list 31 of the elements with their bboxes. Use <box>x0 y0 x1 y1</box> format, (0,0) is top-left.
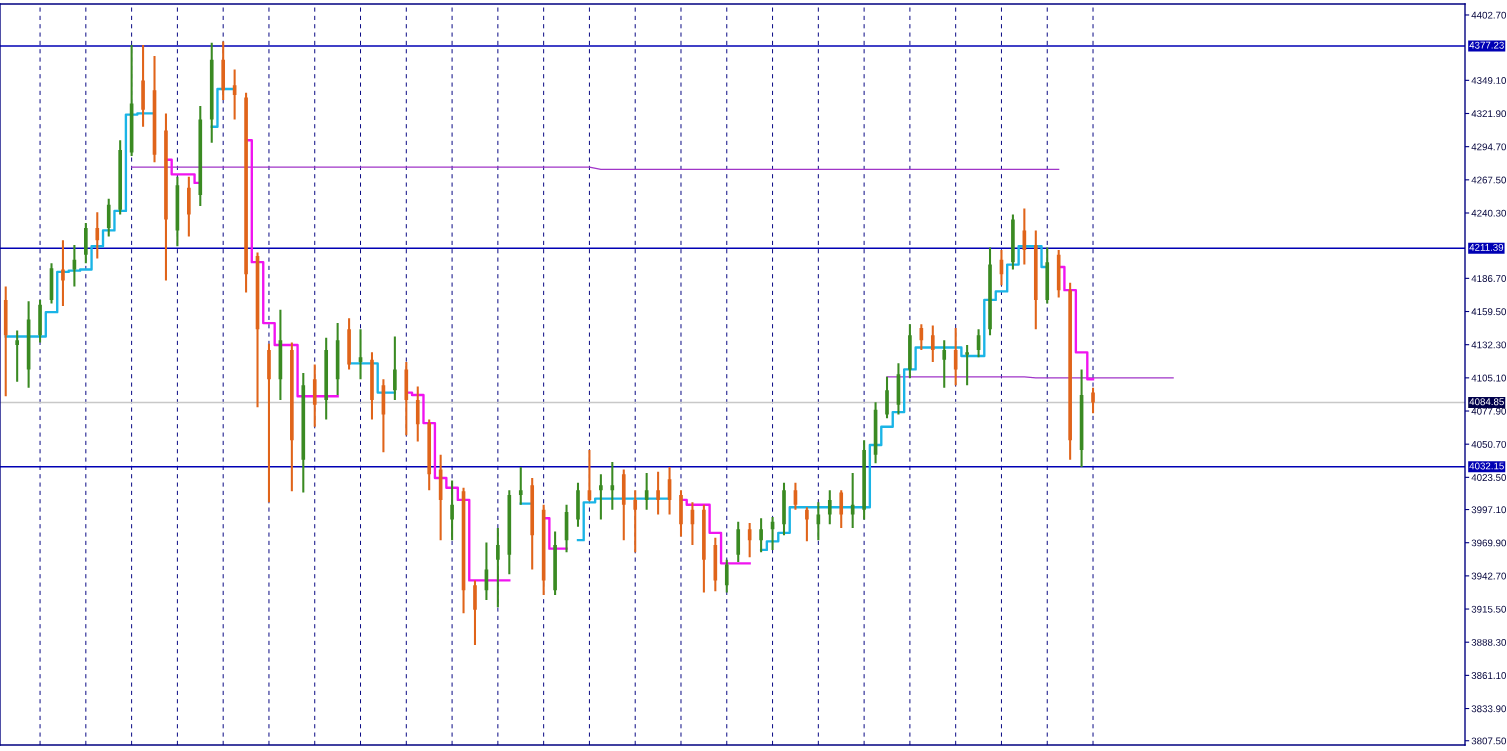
y-tick-label: 4050.70 <box>1471 440 1507 448</box>
y-tick-label: 3942.70 <box>1471 572 1507 580</box>
y-tick-label: 4077.90 <box>1471 407 1507 415</box>
candlestick <box>610 462 615 510</box>
y-tick-label: 4023.50 <box>1471 474 1507 481</box>
y-tick-label: 4159.50 <box>1471 308 1507 316</box>
ref-line-label: 4032.15 <box>1469 462 1504 470</box>
y-tick-label: 4349.10 <box>1471 77 1507 84</box>
y-tick-label: 3888.30 <box>1471 638 1507 646</box>
y-tick-label: 3997.10 <box>1471 506 1507 514</box>
y-tick-label: 4321.90 <box>1471 110 1507 118</box>
y-tick-label: 3969.90 <box>1471 539 1507 547</box>
y-tick-label: 4267.50 <box>1471 176 1507 184</box>
y-tick-label: 4105.10 <box>1471 374 1507 382</box>
ref-line-label: 4084.85 <box>1469 398 1504 406</box>
ref-line-label: 4377.23 <box>1469 41 1504 49</box>
candlestick <box>518 466 523 505</box>
y-tick-label: 4186.70 <box>1471 275 1507 282</box>
ref-line-label: 4211.39 <box>1469 243 1504 251</box>
y-tick-label: 4240.30 <box>1471 209 1507 217</box>
y-tick-label: 3833.90 <box>1471 705 1507 713</box>
candlestick <box>965 345 969 386</box>
candlestick <box>358 329 363 380</box>
y-tick-label: 3915.50 <box>1471 605 1507 613</box>
y-tick-label: 3807.50 <box>1471 737 1507 745</box>
candlestick <box>15 330 19 382</box>
y-tick-label: 3861.10 <box>1471 672 1507 679</box>
y-tick-label: 4294.70 <box>1471 143 1507 151</box>
candlestick <box>599 474 603 520</box>
y-tick-label: 4402.70 <box>1471 11 1507 19</box>
y-tick-label: 4132.30 <box>1471 341 1507 349</box>
